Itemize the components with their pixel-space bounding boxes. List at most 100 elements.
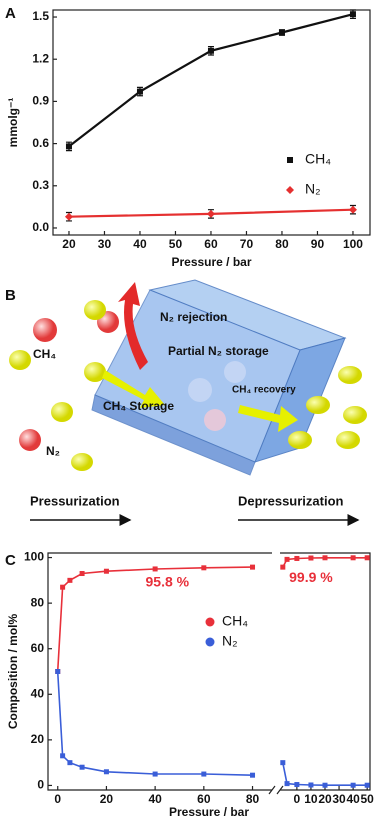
- y-tick-label: 60: [31, 641, 45, 655]
- pore: [204, 409, 226, 431]
- point: [207, 47, 214, 54]
- label: CH₄ recovery: [232, 385, 296, 396]
- point: [350, 782, 356, 788]
- point: [284, 781, 290, 787]
- point: [322, 555, 328, 561]
- y-tick-label: 0.0: [32, 220, 49, 234]
- y-tick-label: 1.5: [32, 9, 49, 23]
- point: [308, 782, 314, 788]
- point: [152, 566, 158, 572]
- point: [322, 782, 328, 788]
- x-axis-label: Pressure / bar: [169, 805, 249, 819]
- point: [250, 772, 256, 778]
- x-tick-label: 0: [294, 792, 301, 806]
- x-tick-label: 10: [304, 792, 318, 806]
- x-tick-label: 80: [246, 792, 260, 806]
- label: N₂ rejection: [160, 310, 227, 324]
- point: [55, 669, 61, 674]
- point: [136, 88, 143, 95]
- point: [67, 760, 73, 766]
- annotation: 95.8 %: [146, 573, 190, 589]
- x-tick-label: 20: [100, 792, 114, 806]
- point: [201, 565, 207, 571]
- point: [349, 11, 356, 18]
- legend-label: CH₄: [222, 613, 248, 629]
- n2-molecule: [33, 318, 57, 342]
- y-tick-label: 80: [31, 595, 45, 609]
- x-tick-label: 30: [98, 237, 112, 251]
- axis-break: [268, 785, 284, 795]
- ch4-molecule: [51, 402, 73, 422]
- y-tick-label: 0.9: [32, 94, 49, 108]
- rejection-arrow: [118, 282, 148, 370]
- y-tick-label: 0.3: [32, 178, 49, 192]
- label: Pressurization: [30, 493, 120, 508]
- n2-molecule: [19, 429, 41, 451]
- point: [64, 212, 73, 221]
- ch4-molecule: [338, 366, 362, 384]
- point: [308, 555, 314, 561]
- ch4-molecule: [336, 431, 360, 449]
- point: [250, 564, 256, 570]
- point: [364, 782, 370, 788]
- point: [280, 760, 286, 766]
- legend-marker: [286, 186, 294, 194]
- point: [206, 209, 215, 218]
- point: [294, 555, 300, 561]
- ch4-molecule: [84, 300, 106, 320]
- legend-marker: [287, 157, 293, 163]
- label: CH₄: [33, 347, 56, 361]
- y-tick-label: 1.2: [32, 51, 49, 65]
- crystal-bottom: [91, 394, 256, 476]
- point: [103, 769, 109, 775]
- point: [348, 205, 357, 214]
- point: [278, 29, 285, 36]
- label: Depressurization: [238, 493, 344, 508]
- x-tick-label: 60: [204, 237, 218, 251]
- fit-line: [68, 13, 354, 148]
- point: [103, 568, 109, 574]
- annotation: 99.9 %: [289, 569, 333, 585]
- x-tick-label: 40: [346, 792, 360, 806]
- recovery-arrow: [238, 405, 298, 432]
- y-tick-label: 0: [37, 778, 44, 792]
- legend-label: N₂: [305, 181, 321, 197]
- ch4-molecule: [71, 453, 93, 471]
- label: N₂: [46, 444, 60, 458]
- point: [60, 584, 66, 590]
- x-tick-label: 60: [197, 792, 211, 806]
- point: [79, 764, 85, 770]
- y-tick-label: 100: [24, 550, 44, 564]
- y-axis-label: mmolg⁻¹: [6, 98, 20, 148]
- point: [350, 555, 356, 561]
- point: [67, 577, 73, 583]
- point: [152, 771, 158, 777]
- y-axis-label: Composition / mol%: [6, 614, 20, 730]
- x-axis-label: Pressure / bar: [171, 255, 251, 269]
- x-tick-label: 80: [275, 237, 289, 251]
- point: [284, 556, 290, 562]
- ch4-molecule: [84, 362, 106, 382]
- y-tick-label: 20: [31, 732, 45, 746]
- legend-label: N₂: [222, 633, 238, 649]
- point: [294, 782, 300, 788]
- ch4-molecule: [343, 406, 367, 424]
- x-tick-label: 0: [54, 792, 61, 806]
- panel-label: C: [5, 552, 16, 569]
- point: [79, 571, 85, 577]
- x-tick-label: 70: [240, 237, 254, 251]
- x-tick-label: 50: [169, 237, 183, 251]
- storage-arrow: [102, 370, 165, 408]
- label: CH₄ Storage: [103, 399, 174, 413]
- point: [60, 753, 66, 759]
- plot-frame: [47, 552, 371, 791]
- x-tick-label: 30: [332, 792, 346, 806]
- ch4-molecule: [288, 431, 312, 449]
- ch4-molecule: [306, 396, 330, 414]
- fit-line: [56, 671, 253, 776]
- x-tick-label: 20: [318, 792, 332, 806]
- x-tick-label: 40: [133, 237, 147, 251]
- x-tick-label: 100: [343, 237, 363, 251]
